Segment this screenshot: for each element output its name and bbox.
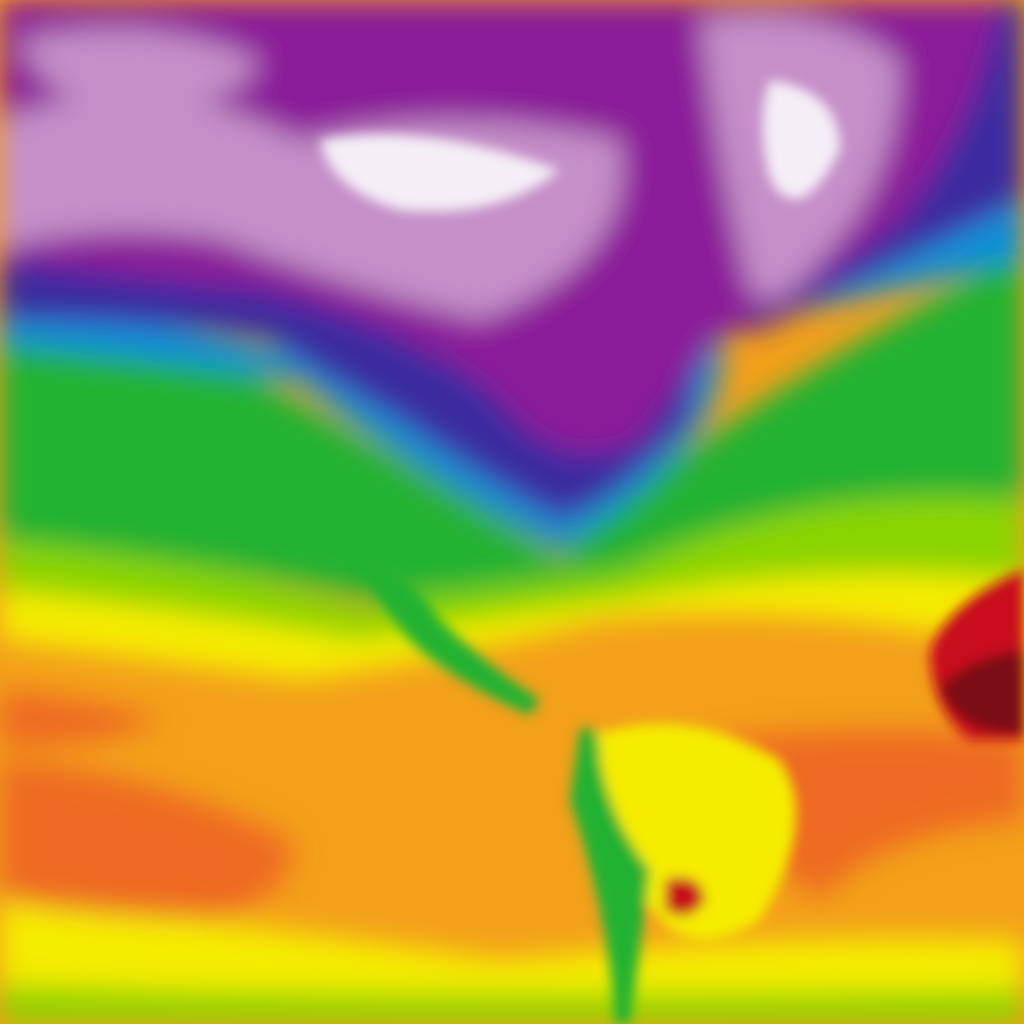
paraguay-hot — [665, 877, 705, 916]
andes-mild — [570, 728, 650, 1024]
band-very-hot-west2 — [0, 690, 160, 746]
band-warm-south — [0, 985, 1024, 1024]
south-america-warmer — [580, 724, 796, 940]
sahara-extreme — [940, 650, 1024, 735]
coldest-core-west — [320, 134, 560, 212]
greenland-coldest — [762, 80, 840, 200]
central-america-mild — [350, 550, 540, 715]
band-mild — [0, 250, 1024, 600]
band-very-cold-nw — [20, 28, 260, 110]
band-very-hot-west — [0, 760, 291, 920]
band-very-hot-east — [720, 730, 1024, 900]
